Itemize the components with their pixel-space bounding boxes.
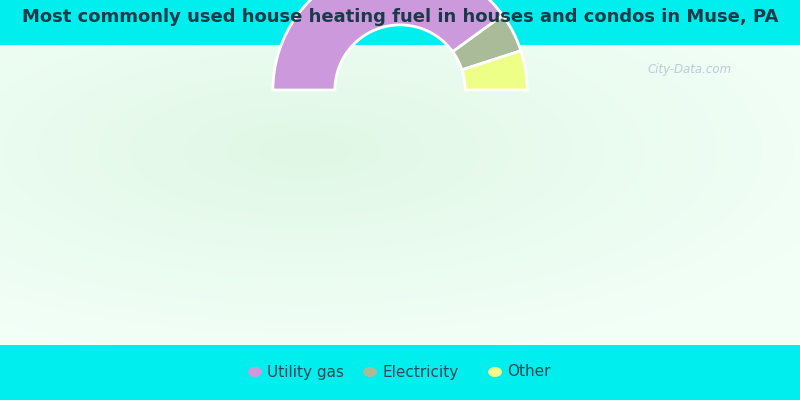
- Text: Utility gas: Utility gas: [267, 364, 344, 380]
- Text: City-Data.com: City-Data.com: [648, 64, 732, 76]
- Wedge shape: [453, 15, 521, 70]
- Wedge shape: [462, 51, 527, 90]
- Ellipse shape: [488, 367, 502, 377]
- Ellipse shape: [248, 367, 262, 377]
- Text: Most commonly used house heating fuel in houses and condos in Muse, PA: Most commonly used house heating fuel in…: [22, 8, 778, 26]
- Text: Electricity: Electricity: [382, 364, 458, 380]
- Wedge shape: [273, 0, 503, 90]
- Text: Other: Other: [507, 364, 550, 380]
- Ellipse shape: [363, 367, 377, 377]
